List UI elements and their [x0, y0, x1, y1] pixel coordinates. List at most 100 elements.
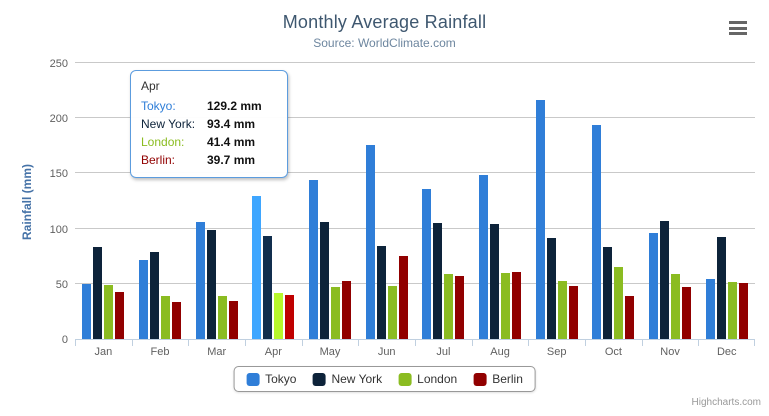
bar-tokyo-jun[interactable]: [365, 144, 375, 339]
bar-new-york-dec[interactable]: [716, 237, 726, 339]
bar-group-dec: [698, 64, 755, 339]
gridline-150: [75, 172, 755, 174]
hamburger-bar: [729, 32, 747, 35]
bar-tokyo-dec[interactable]: [705, 278, 715, 339]
x-tick-label-apr: Apr: [264, 346, 282, 358]
bar-new-york-may[interactable]: [320, 221, 330, 339]
bar-tokyo-may[interactable]: [309, 180, 319, 339]
x-axis-tick: [528, 340, 530, 346]
hamburger-menu-icon[interactable]: [729, 20, 749, 36]
bar-tokyo-sep[interactable]: [535, 100, 545, 339]
x-tick-label-sep: Sep: [546, 346, 567, 358]
x-axis-labels: Jan Feb Mar Apr May Jun Jul Aug Sep Oct Nov Dec: [75, 346, 755, 358]
bar-tokyo-nov[interactable]: [649, 233, 659, 339]
tooltip-series-value: 93.4 mm: [207, 117, 256, 131]
bar-new-york-nov[interactable]: [660, 221, 670, 339]
bar-berlin-jun[interactable]: [398, 255, 408, 339]
bar-tokyo-jul[interactable]: [422, 189, 432, 339]
x-tick-label-dec: Dec: [716, 346, 737, 358]
legend-label: New York: [331, 372, 383, 386]
x-axis-tick: [471, 340, 473, 346]
bar-london-aug[interactable]: [501, 273, 511, 339]
highcharts-credits-link[interactable]: Highcharts.com: [691, 397, 761, 408]
legend-item-berlin[interactable]: Berlin: [473, 372, 523, 386]
bar-berlin-sep[interactable]: [568, 286, 578, 339]
bar-berlin-jan[interactable]: [115, 292, 125, 339]
bar-group-apr: [245, 64, 302, 339]
bar-new-york-feb[interactable]: [150, 252, 159, 339]
bar-group-sep: [528, 64, 585, 339]
bar-berlin-dec[interactable]: [738, 282, 748, 339]
x-axis-tick: [415, 340, 416, 346]
bar-london-jun[interactable]: [387, 285, 397, 339]
x-tick-label-may: May: [319, 346, 341, 358]
gridline-250: [75, 62, 755, 63]
bar-london-nov[interactable]: [671, 273, 681, 339]
bar-london-may[interactable]: [331, 287, 341, 339]
bar-new-york-oct[interactable]: [603, 246, 613, 339]
bar-london-dec[interactable]: [727, 282, 737, 339]
bar-london-apr[interactable]: [274, 293, 284, 339]
bar-london-jul[interactable]: [444, 273, 454, 339]
tooltip-series-value: 129.2 mm: [207, 99, 262, 113]
legend-item-tokyo[interactable]: Tokyo: [246, 372, 296, 386]
bar-berlin-jul[interactable]: [455, 275, 465, 339]
legend-item-new-york[interactable]: New York: [312, 372, 382, 386]
tooltip-series-value: 41.4 mm: [207, 135, 256, 149]
x-axis-tick: [358, 340, 360, 346]
bar-london-oct[interactable]: [614, 267, 624, 339]
x-axis-tick: [698, 340, 700, 346]
bar-berlin-may[interactable]: [342, 280, 352, 339]
x-tick-label-oct: Oct: [604, 346, 622, 358]
hamburger-bar: [729, 21, 747, 24]
bar-new-york-aug[interactable]: [490, 223, 500, 339]
tooltip: Apr Tokyo: 129.2 mm New York: 93.4 mm London…: [130, 70, 288, 178]
bar-london-sep[interactable]: [557, 281, 567, 339]
bar-tokyo-feb[interactable]: [139, 260, 148, 339]
bar-group-aug: [472, 64, 529, 339]
bar-berlin-feb[interactable]: [172, 302, 181, 339]
bar-tokyo-oct[interactable]: [592, 124, 602, 339]
x-tick-label-mar: Mar: [207, 346, 227, 358]
hamburger-bar: [729, 26, 747, 30]
bar-berlin-aug[interactable]: [512, 272, 522, 339]
bar-tokyo-aug[interactable]: [479, 175, 489, 339]
bar-berlin-apr[interactable]: [285, 295, 295, 339]
bar-london-jan[interactable]: [104, 285, 114, 339]
tooltip-row-new-york: New York: 93.4 mm: [141, 115, 277, 133]
tooltip-row-berlin: Berlin: 39.7 mm: [141, 151, 277, 169]
legend-swatch-icon: [312, 372, 326, 386]
bar-tokyo-mar[interactable]: [195, 221, 205, 339]
bar-tokyo-apr[interactable]: [252, 196, 262, 339]
bar-new-york-jun[interactable]: [376, 245, 386, 339]
y-tick-label-0: 0: [61, 334, 68, 346]
x-axis-tick: [245, 340, 246, 346]
x-tick-label-feb: Feb: [150, 346, 170, 358]
bar-group-oct: [585, 64, 642, 339]
bar-new-york-apr[interactable]: [263, 235, 273, 339]
y-tick-label-50: 50: [55, 278, 68, 291]
bar-berlin-nov[interactable]: [682, 287, 692, 339]
bar-london-mar[interactable]: [217, 295, 227, 339]
bar-groups: [75, 64, 755, 339]
bar-tokyo-jan[interactable]: [82, 283, 92, 339]
bar-group-jul: [415, 64, 472, 339]
x-tick-label-jan: Jan: [94, 346, 113, 358]
gridline-100: [75, 227, 755, 229]
x-axis-tick: [641, 340, 643, 346]
bar-berlin-oct[interactable]: [625, 295, 635, 339]
legend-swatch-icon: [473, 372, 487, 386]
gridline-50: [75, 282, 755, 284]
gridline-200: [75, 117, 755, 119]
bar-group-mar: [188, 64, 245, 339]
legend-item-london[interactable]: London: [398, 372, 457, 386]
x-tick-label-jul: Jul: [436, 346, 451, 358]
tooltip-rows: Tokyo: 129.2 mm New York: 93.4 mm London: 41.…: [141, 97, 277, 169]
bar-new-york-sep[interactable]: [546, 238, 556, 339]
bar-berlin-mar[interactable]: [228, 300, 238, 339]
bar-new-york-jul[interactable]: [433, 223, 443, 339]
bar-london-feb[interactable]: [161, 296, 170, 339]
x-axis-tick: [754, 340, 755, 346]
bar-new-york-mar[interactable]: [206, 230, 216, 339]
bar-new-york-jan[interactable]: [93, 246, 103, 339]
